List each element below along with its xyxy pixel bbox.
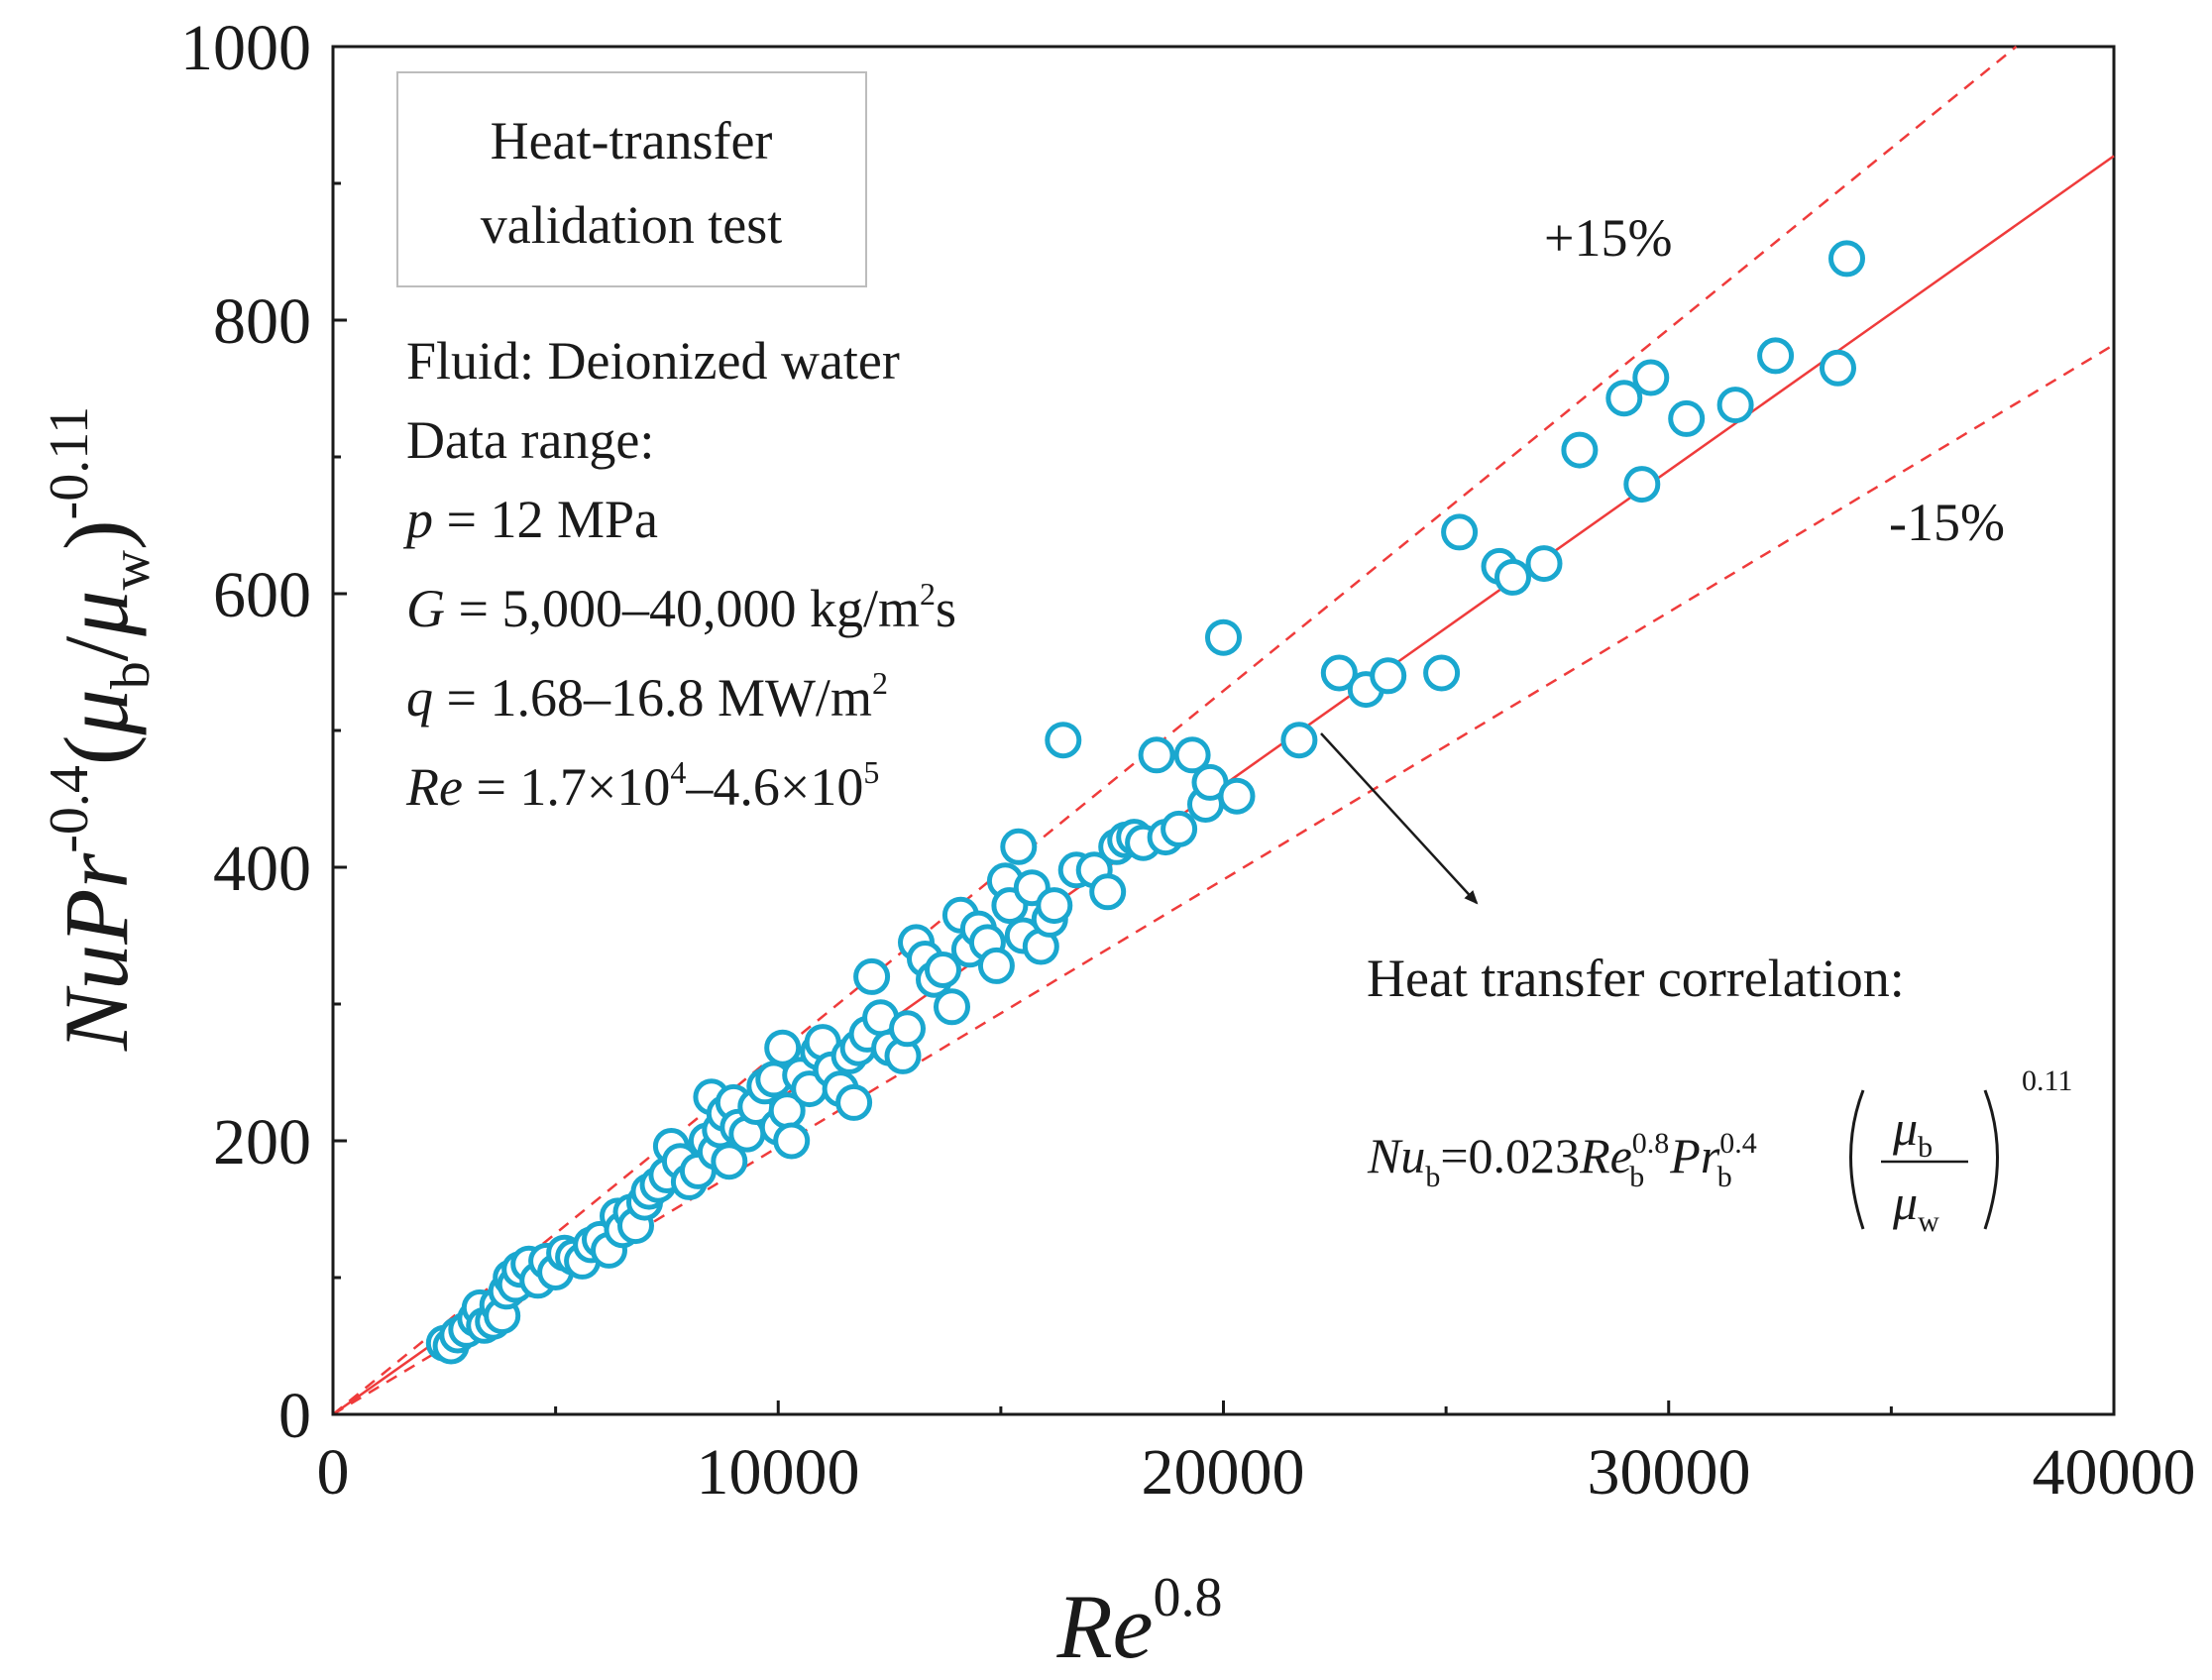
x-tick-label: 30000 bbox=[1588, 1436, 1751, 1509]
info-heat-flux: q = 1.68–16.8 MW/m2 bbox=[406, 665, 888, 728]
test-box-line1: Heat-transfer bbox=[491, 111, 773, 170]
data-point bbox=[1525, 545, 1563, 583]
data-point bbox=[1280, 722, 1318, 759]
y-axis-label-sub-b: b bbox=[100, 661, 162, 689]
left-paren bbox=[1849, 1089, 1865, 1230]
data-point bbox=[773, 1122, 811, 1160]
data-point bbox=[1218, 777, 1256, 815]
y-tick-label: 600 bbox=[213, 559, 311, 631]
data-point bbox=[1668, 399, 1706, 437]
y-axis-label-exp1: -0.4 bbox=[39, 765, 100, 853]
y-tick-label: 1000 bbox=[180, 12, 311, 84]
x-axis-label: Re0.8 bbox=[1055, 1567, 1222, 1677]
test-box-line2: validation test bbox=[481, 195, 782, 255]
data-point bbox=[1138, 736, 1175, 774]
y-axis-label-sub-w: w bbox=[100, 550, 162, 591]
minus-15-line bbox=[332, 343, 2115, 1416]
y-tick-labels: 0 200 400 600 800 1000 bbox=[180, 12, 311, 1452]
data-point bbox=[1632, 359, 1670, 396]
plus-15-label: +15% bbox=[1544, 208, 1672, 268]
data-point bbox=[1161, 810, 1198, 847]
data-points bbox=[425, 240, 1865, 1365]
info-reynolds: Re = 1.7×104–4.6×105 bbox=[405, 754, 879, 817]
y-tick-label: 0 bbox=[278, 1380, 311, 1452]
info-fluid: Fluid: Deionized water bbox=[406, 331, 900, 391]
data-point bbox=[1716, 387, 1754, 424]
equation-left: Nub=0.023Re0.8 b Pr0.4 b bbox=[1367, 1127, 1757, 1193]
info-pressure: p = 12 MPa bbox=[402, 490, 658, 549]
data-point bbox=[1320, 654, 1358, 692]
minus-15-label: -15% bbox=[1889, 493, 2005, 552]
data-point bbox=[1045, 722, 1082, 759]
y-axis-label-slash: / bbox=[46, 635, 147, 661]
y-axis-label-exp2: -0.11 bbox=[39, 406, 100, 520]
data-point bbox=[1000, 828, 1038, 865]
data-point bbox=[1036, 887, 1073, 925]
data-point bbox=[764, 1029, 802, 1066]
x-tick-label: 40000 bbox=[2033, 1436, 2196, 1509]
correlation-equation: Nub=0.023Re0.8 b Pr0.4 b μb μw 0.11 bbox=[1367, 1064, 2072, 1238]
data-point bbox=[1561, 431, 1599, 469]
info-block: Fluid: Deionized water Data range: p = 1… bbox=[402, 331, 956, 817]
data-point bbox=[853, 957, 891, 995]
x-axis-label-base: Re bbox=[1055, 1576, 1153, 1677]
data-point bbox=[1820, 349, 1856, 387]
data-point bbox=[1757, 337, 1795, 375]
plus-15-line bbox=[332, 46, 2018, 1415]
data-point bbox=[1441, 513, 1479, 551]
y-axis-label-close: ) bbox=[46, 519, 147, 550]
data-point bbox=[1494, 558, 1531, 596]
info-mass-flux: G = 5,000–40,000 kg/m2s bbox=[406, 576, 956, 638]
data-point bbox=[1623, 466, 1661, 504]
data-point bbox=[711, 1143, 748, 1180]
y-tick-label: 400 bbox=[213, 833, 311, 905]
x-tick-label: 10000 bbox=[697, 1436, 860, 1509]
data-point bbox=[835, 1083, 873, 1121]
data-point bbox=[977, 947, 1015, 984]
frac-numerator: μb bbox=[1892, 1100, 1933, 1164]
x-tick-label: 0 bbox=[317, 1436, 350, 1509]
y-axis-label-mu-b: μ bbox=[46, 689, 147, 735]
data-point bbox=[925, 952, 961, 988]
y-axis-label: NuPr-0.4(μb/μw)-0.11 bbox=[39, 406, 162, 1052]
data-point bbox=[1205, 618, 1242, 656]
data-point bbox=[1605, 380, 1643, 417]
data-point bbox=[1173, 736, 1211, 774]
test-box bbox=[396, 71, 867, 287]
x-axis-label-exponent: 0.8 bbox=[1154, 1567, 1223, 1628]
tick-marks bbox=[331, 45, 2116, 1416]
y-axis-label-mu-w: μ bbox=[46, 591, 147, 637]
y-axis-label-open: ( bbox=[46, 734, 147, 765]
data-point bbox=[1423, 654, 1461, 692]
correlation-title: Heat transfer correlation: bbox=[1367, 949, 1905, 1008]
y-axis-label-nupr: NuPr bbox=[46, 852, 147, 1053]
data-point bbox=[889, 1010, 926, 1048]
data-point bbox=[934, 988, 970, 1026]
data-point bbox=[1089, 873, 1127, 911]
x-tick-label: 20000 bbox=[1142, 1436, 1305, 1509]
frac-denominator: μw bbox=[1892, 1175, 1939, 1238]
correlation-arrow bbox=[1320, 732, 1479, 905]
x-tick-labels: 0 10000 20000 30000 40000 bbox=[317, 1436, 2196, 1509]
y-tick-label: 800 bbox=[213, 285, 311, 358]
data-point bbox=[1828, 240, 1865, 278]
data-point bbox=[1370, 657, 1407, 695]
exponent-011: 0.11 bbox=[2022, 1064, 2072, 1097]
info-range: Data range: bbox=[406, 410, 654, 470]
y-tick-label: 200 bbox=[213, 1106, 311, 1178]
right-paren bbox=[1983, 1089, 1999, 1230]
